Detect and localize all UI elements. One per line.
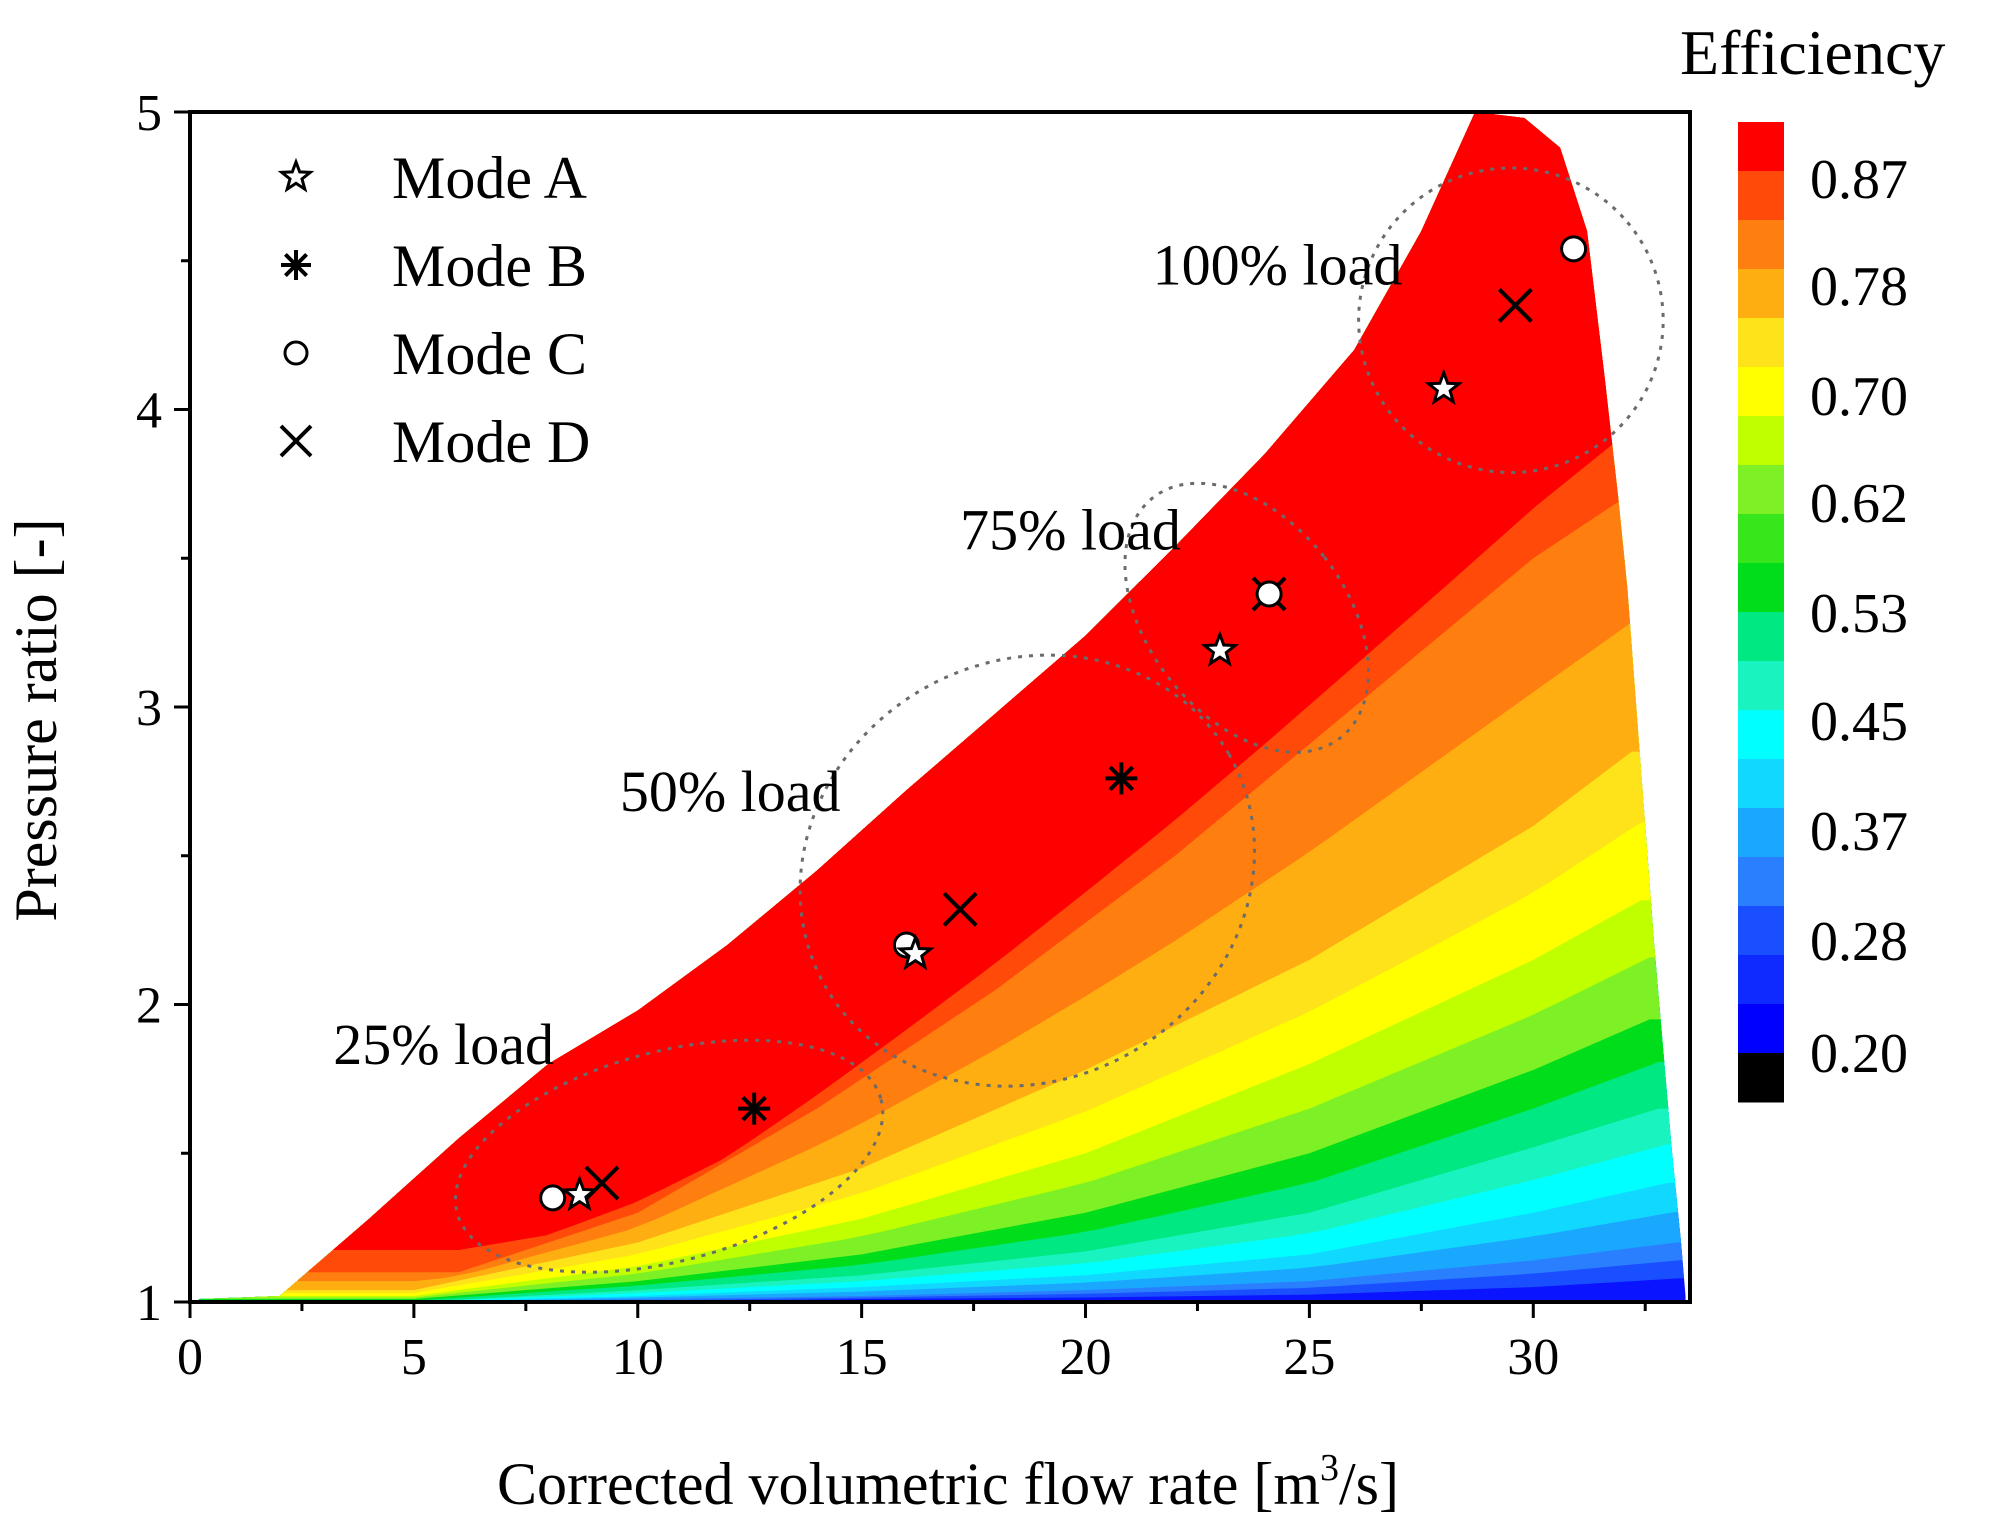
- colorbar-segment: [1738, 1053, 1784, 1103]
- legend-label: Mode A: [392, 145, 587, 211]
- x-tick-label: 25: [1283, 1329, 1335, 1386]
- colorbar-segment: [1738, 269, 1784, 319]
- y-tick-label: 4: [136, 383, 162, 440]
- colorbar-tick-label: 0.78: [1810, 256, 1908, 318]
- colorbar-tick-label: 0.87: [1810, 149, 1908, 211]
- legend-item: Mode A: [277, 145, 587, 211]
- colorbar-segment: [1738, 416, 1784, 466]
- colorbar-segment: [1738, 465, 1784, 515]
- colorbar-segment: [1738, 220, 1784, 270]
- legend-item: Mode D: [279, 409, 590, 475]
- colorbar-segment: [1738, 906, 1784, 956]
- marker-asterisk: [1105, 762, 1138, 795]
- colorbar-segment: [1738, 710, 1784, 760]
- colorbar-segment: [1738, 955, 1784, 1005]
- marker-asterisk: [281, 250, 311, 280]
- x-axis-label: Corrected volumetric flow rate [m3/s]: [497, 1447, 1399, 1517]
- colorbar-tick-label: 0.45: [1810, 691, 1908, 753]
- legend-label: Mode B: [392, 233, 587, 299]
- marker-x-stroke: [942, 891, 978, 927]
- colorbar-segment: [1738, 563, 1784, 613]
- marker-asterisk-stroke: [1108, 765, 1135, 792]
- legend-item: Mode B: [281, 233, 587, 299]
- x-tick-label: 15: [836, 1329, 888, 1386]
- y-tick-label: 2: [136, 978, 162, 1035]
- marker-asterisk: [738, 1092, 771, 1125]
- marker-circle: [1255, 580, 1283, 608]
- operating-points: 25% load 50% load 75% load 100% load: [333, 166, 1665, 1274]
- marker-x: [942, 891, 978, 927]
- marker-asterisk-stroke: [741, 1095, 767, 1122]
- colorbar-segment: [1738, 808, 1784, 858]
- load-ellipse: [1357, 166, 1665, 475]
- x-tick-label: 30: [1507, 1329, 1559, 1386]
- colorbar-tick-label: 0.70: [1810, 366, 1908, 428]
- load-label: 50% load: [620, 759, 841, 824]
- load-label: 100% load: [1153, 233, 1403, 298]
- axes: 0 5 10 15 20 25 30 1 2 3 4 5: [136, 85, 1692, 1386]
- colorbar-tick-label: 0.20: [1810, 1023, 1908, 1085]
- marker-star: [560, 1174, 599, 1212]
- marker-circle: [1560, 235, 1588, 263]
- x-tick-label: 0: [177, 1329, 203, 1386]
- colorbar-segment: [1738, 759, 1784, 809]
- y-tick-label: 5: [136, 85, 162, 142]
- load-ellipse: [453, 1038, 885, 1274]
- load-ellipse: [798, 653, 1257, 1088]
- marker-x-stroke: [279, 424, 313, 458]
- colorbar-title: Efficiency: [1680, 17, 1945, 88]
- colorbar-segment: [1738, 612, 1784, 662]
- y-tick-label: 3: [136, 680, 162, 737]
- marker-star: [1424, 368, 1464, 406]
- colorbar-tick-label: 0.37: [1810, 801, 1908, 863]
- marker-circle: [539, 1184, 567, 1212]
- legend-label: Mode C: [392, 321, 587, 387]
- marker-x-stroke: [1497, 287, 1533, 323]
- colorbar-tick-label: 0.53: [1810, 583, 1908, 645]
- colorbar-segment: [1738, 514, 1784, 564]
- legend-label: Mode D: [392, 409, 590, 475]
- colorbar-segment: [1738, 857, 1784, 907]
- colorbar-segment: [1738, 122, 1784, 172]
- marker-x: [1497, 287, 1533, 323]
- marker-x: [279, 424, 313, 458]
- x-tick-label: 10: [612, 1329, 664, 1386]
- colorbar-segment: [1738, 171, 1784, 221]
- colorbar-tick-label: 0.28: [1810, 911, 1908, 973]
- marker-circle: [283, 340, 309, 366]
- colorbar-segment: [1738, 318, 1784, 368]
- marker-asterisk-stroke: [283, 252, 309, 278]
- load-label: 25% load: [333, 1012, 554, 1077]
- colorbar-segment: [1738, 367, 1784, 417]
- legend: Mode A Mode B Mode C Mode D: [277, 145, 590, 475]
- marker-star: [277, 157, 315, 193]
- y-axis-label: Pressure ratio [-]: [3, 518, 69, 921]
- legend-item: Mode C: [283, 321, 587, 387]
- colorbar-segment: [1738, 1004, 1784, 1054]
- load-label: 75% load: [960, 497, 1181, 562]
- x-tick-label: 20: [1060, 1329, 1112, 1386]
- colorbar-segment: [1738, 661, 1784, 711]
- x-tick-label: 5: [401, 1329, 427, 1386]
- colorbar: Efficiency 0.87 0.78 0.70 0.62 0.53 0.45 0.37 0.…: [1680, 17, 1945, 1103]
- colorbar-tick-label: 0.62: [1810, 473, 1908, 535]
- y-tick-label: 1: [136, 1275, 162, 1332]
- marker-star: [1200, 630, 1240, 667]
- marker-star: [896, 933, 935, 971]
